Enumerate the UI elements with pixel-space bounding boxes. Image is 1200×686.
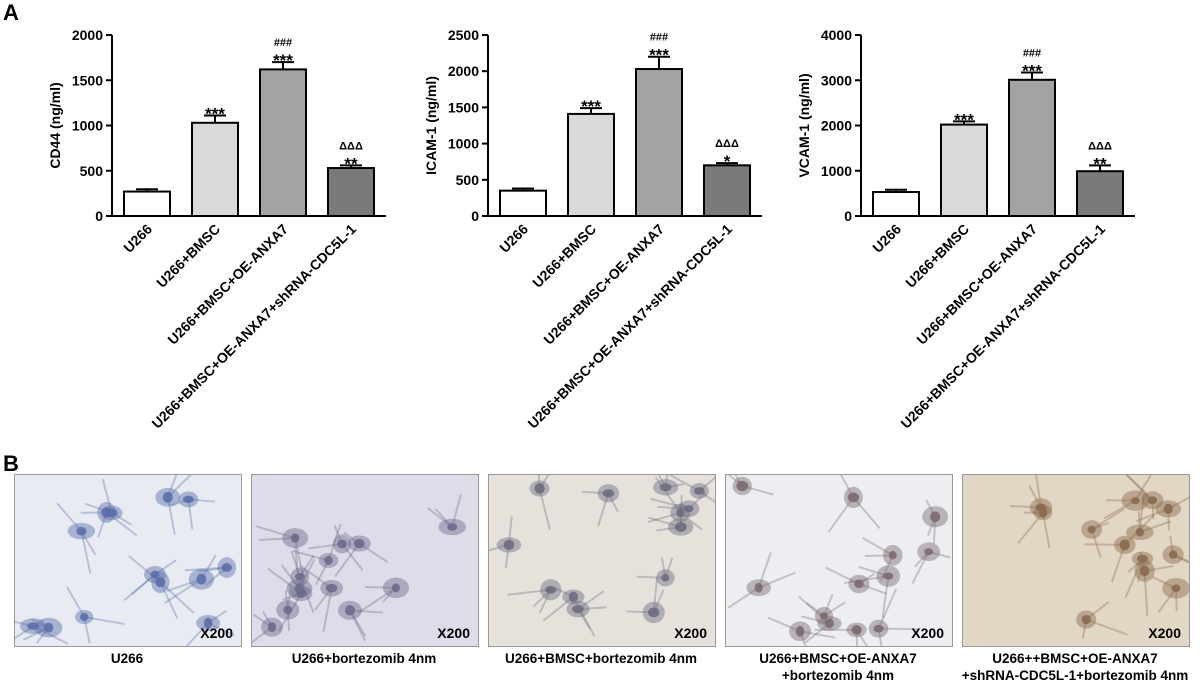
- bar: [567, 112, 615, 217]
- micrograph-caption: U266+BMSC+OE-ANXA7 +bortezomib 4nm: [718, 650, 958, 684]
- bar: [259, 68, 307, 217]
- caption-line: U266++BMSC+OE-ANXA7: [992, 651, 1158, 666]
- y-tick-label: 1000: [448, 136, 479, 152]
- significance-label: ΔΔΔ: [1088, 140, 1112, 152]
- significance-label: **: [344, 154, 358, 173]
- micrograph-caption: U266++BMSC+OE-ANXA7 +shRNA-CDC5L-1+bortez…: [955, 650, 1195, 684]
- y-tick-label: 500: [456, 172, 480, 188]
- y-tick-label: 2500: [448, 27, 479, 43]
- y-tick-label: 0: [95, 208, 103, 224]
- caption-line: +bortezomib 4nm: [781, 668, 895, 683]
- y-tick-label: 1000: [72, 118, 103, 134]
- significance-label: ***: [649, 46, 669, 65]
- y-tick-label: 0: [844, 208, 852, 224]
- chart-1: 0 500 1000 1500 2000 CD44 (ng/ml) U266 *** U266+…: [47, 27, 386, 432]
- micrograph-1: X200: [14, 474, 242, 647]
- magnification-label: X200: [1148, 625, 1181, 641]
- significance-label: ###: [1023, 48, 1041, 60]
- micrograph-caption: U266+BMSC+bortezomib 4nm: [481, 650, 721, 667]
- y-tick-label: 1500: [72, 72, 103, 88]
- cell-image: [252, 494, 467, 644]
- x-tick-label: U266+BMSC: [529, 221, 599, 291]
- caption-line: U266+BMSC+OE-ANXA7: [759, 651, 917, 666]
- x-tick-label: U266+BMSC+OE-ANXA7: [164, 221, 291, 348]
- significance-label: **: [1093, 154, 1107, 173]
- bar: [872, 191, 920, 218]
- magnification-label: X200: [200, 625, 233, 641]
- cell-image: [727, 475, 951, 646]
- cell-image: [1010, 475, 1189, 639]
- y-tick-label: 0: [471, 208, 479, 224]
- significance-label: ###: [650, 32, 668, 44]
- panel-label-b: B: [3, 451, 19, 476]
- bar: [1076, 170, 1124, 217]
- y-tick-label: 1000: [821, 163, 852, 179]
- x-tick-label: U266: [496, 221, 531, 256]
- y-tick-label: 4000: [821, 27, 852, 43]
- micrograph-caption: U266: [7, 650, 247, 667]
- x-tick-label: U266+BMSC+OE-ANXA7: [913, 221, 1040, 348]
- caption-line: U266: [110, 651, 144, 666]
- x-tick-label: U266: [869, 221, 904, 256]
- panel-label-a: A: [3, 0, 19, 25]
- y-tick-label: 2000: [72, 27, 103, 43]
- bar: [703, 164, 751, 218]
- y-axis-label: ICAM-1 (ng/ml): [423, 76, 439, 175]
- significance-label: ***: [205, 105, 225, 124]
- micrograph-3: X200: [488, 474, 716, 647]
- cell-image: [489, 475, 715, 637]
- bar: [327, 167, 375, 218]
- y-tick-label: 2000: [448, 63, 479, 79]
- bar: [123, 190, 171, 218]
- x-tick-label: U266: [120, 221, 155, 256]
- significance-label: ***: [581, 97, 601, 116]
- micrograph-5: X200: [962, 474, 1190, 647]
- bar: [191, 121, 239, 217]
- y-tick-label: 3000: [821, 72, 852, 88]
- bar: [499, 189, 547, 218]
- magnification-label: X200: [911, 625, 944, 641]
- y-axis-label: VCAM-1 (ng/ml): [796, 73, 812, 177]
- significance-label: ***: [954, 110, 974, 129]
- cell-image: [15, 475, 237, 646]
- caption-line: +shRNA-CDC5L-1+bortezomib 4nm: [961, 668, 1189, 683]
- micrograph-4: X200: [725, 474, 953, 647]
- significance-label: ΔΔΔ: [715, 138, 739, 150]
- significance-label: *: [724, 152, 731, 171]
- caption-line: U266+BMSC+bortezomib 4nm: [504, 651, 698, 666]
- micrograph-2: X200: [251, 474, 479, 647]
- magnification-label: X200: [437, 625, 470, 641]
- bar: [1008, 78, 1056, 217]
- significance-label: ΔΔΔ: [339, 140, 363, 152]
- x-tick-label: U266+BMSC: [153, 221, 223, 291]
- bar: [635, 68, 683, 217]
- x-tick-label: U266+BMSC: [902, 221, 972, 291]
- y-tick-label: 2000: [821, 118, 852, 134]
- y-axis-label: CD44 (ng/ml): [47, 82, 63, 168]
- y-tick-label: 500: [80, 163, 104, 179]
- magnification-label: X200: [674, 625, 707, 641]
- chart-3: 0 1000 2000 3000 4000 VCAM-1 (ng/ml) U266 *** U2…: [796, 27, 1135, 432]
- caption-line: U266+bortezomib 4nm: [291, 651, 437, 666]
- significance-label: ***: [1022, 62, 1042, 81]
- y-tick-label: 1500: [448, 99, 479, 115]
- micrograph-caption: U266+bortezomib 4nm: [244, 650, 484, 667]
- bar: [940, 123, 988, 217]
- significance-label: ###: [274, 37, 292, 49]
- significance-label: ***: [273, 51, 293, 70]
- x-tick-label: U266+BMSC+OE-ANXA7: [540, 221, 667, 348]
